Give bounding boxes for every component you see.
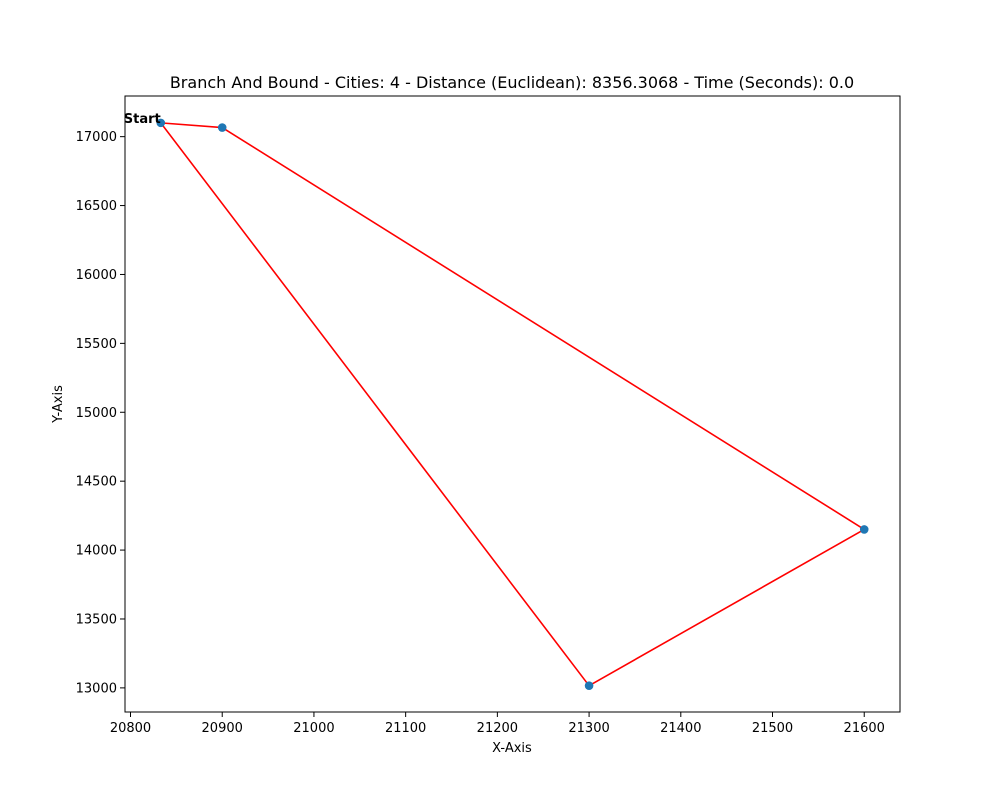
x-tick-label: 20800 (110, 721, 151, 736)
start-label: Start (124, 112, 161, 127)
city-point-3 (584, 681, 594, 690)
city-point-2 (217, 123, 227, 132)
city-point-4 (859, 525, 869, 534)
plot-frame (124, 95, 901, 713)
x-tick-label: 21500 (752, 721, 793, 736)
x-tick-label: 21100 (385, 721, 426, 736)
y-tick-label: 14500 (76, 475, 117, 490)
x-axis-label: X-Axis (492, 741, 532, 756)
x-tick-label: 21400 (660, 721, 701, 736)
x-tick-label: 21200 (477, 721, 518, 736)
chart-title: Branch And Bound - Cities: 4 - Distance … (170, 73, 854, 92)
y-tick-label: 14000 (76, 544, 117, 559)
city-point-1 (156, 118, 166, 128)
y-tick-label: 16500 (76, 199, 117, 214)
y-tick-label: 15000 (76, 406, 117, 421)
x-tick-label: 20900 (202, 721, 243, 736)
plot-area: Start 20800 20900 21000 21100 21200 21300 21400… (76, 95, 901, 736)
y-tick-label: 13000 (76, 681, 117, 696)
x-tick-label: 21000 (293, 721, 334, 736)
y-axis-label: Y-Axis (51, 385, 66, 424)
y-tick-label: 13500 (76, 612, 117, 627)
x-tick-label: 21300 (568, 721, 609, 736)
y-tick-label: 17000 (76, 130, 117, 145)
y-tick-label: 15500 (76, 337, 117, 352)
y-tick-label: 16000 (76, 268, 117, 283)
x-tick-label: 21600 (844, 721, 885, 736)
